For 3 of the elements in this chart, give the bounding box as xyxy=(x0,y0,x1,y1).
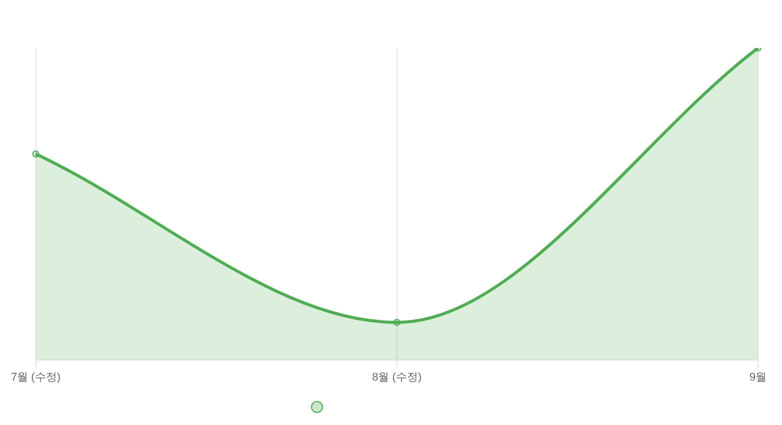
x-tick-label: 9월 xyxy=(749,371,767,384)
x-tick-label: 8월 (수정) xyxy=(372,371,422,384)
x-tick-label: 7월 (수정) xyxy=(11,371,60,384)
